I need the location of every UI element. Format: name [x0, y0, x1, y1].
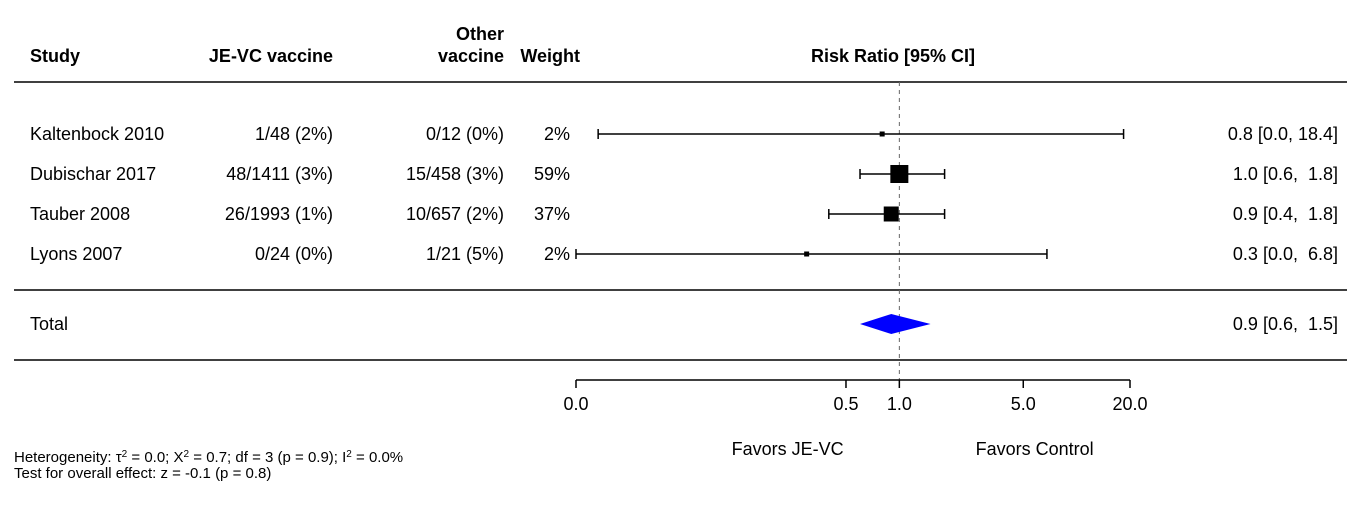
study-name: Lyons 2007	[30, 244, 122, 264]
header-jevc: JE-VC vaccine	[209, 46, 333, 66]
study-rr-text: 0.8 [0.0, 18.4]	[1228, 124, 1338, 144]
axis-tick-label: 1.0	[887, 394, 912, 414]
study-jevc: 48/1411 (3%)	[226, 164, 333, 184]
study-rr-text: 0.9 [0.4, 1.8]	[1233, 204, 1338, 224]
study-weight: 2%	[544, 124, 570, 144]
axis-tick-label-zero: 0.0	[563, 394, 588, 414]
total-diamond	[860, 314, 931, 334]
total-label: Total	[30, 314, 68, 334]
axis-tick-label: 20.0	[1112, 394, 1147, 414]
study-weight: 59%	[534, 164, 570, 184]
footnote-heterogeneity: Heterogeneity: τ2 = 0.0; Χ2 = 0.7; df = …	[14, 449, 403, 467]
study-jevc: 1/48 (2%)	[255, 124, 333, 144]
favors-right: Favors Control	[976, 439, 1094, 459]
header-other-line2: vaccine	[438, 46, 504, 66]
axis-tick-label: 5.0	[1011, 394, 1036, 414]
point-estimate-box	[890, 165, 908, 183]
study-other: 15/458 (3%)	[406, 164, 504, 184]
study-other: 0/12 (0%)	[426, 124, 504, 144]
study-weight: 2%	[544, 244, 570, 264]
favors-left: Favors JE-VC	[732, 439, 844, 459]
point-estimate-box	[804, 252, 809, 257]
study-jevc: 26/1993 (1%)	[225, 204, 333, 224]
header-study: Study	[30, 46, 80, 66]
footnote-overall: Test for overall effect: z = -0.1 (p = 0…	[14, 465, 271, 482]
header-other-line1: Other	[456, 24, 504, 44]
axis-tick-label: 0.5	[833, 394, 858, 414]
study-name: Tauber 2008	[30, 204, 130, 224]
study-jevc: 0/24 (0%)	[255, 244, 333, 264]
study-other: 1/21 (5%)	[426, 244, 504, 264]
header-weight: Weight	[520, 46, 580, 66]
study-name: Kaltenbock 2010	[30, 124, 164, 144]
point-estimate-box	[884, 207, 899, 222]
point-estimate-box	[880, 132, 885, 137]
header-risk-ratio: Risk Ratio [95% CI]	[811, 46, 975, 66]
total-rr-text: 0.9 [0.6, 1.5]	[1233, 314, 1338, 334]
study-other: 10/657 (2%)	[406, 204, 504, 224]
study-rr-text: 1.0 [0.6, 1.8]	[1233, 164, 1338, 184]
study-name: Dubischar 2017	[30, 164, 156, 184]
study-rr-text: 0.3 [0.0, 6.8]	[1233, 244, 1338, 264]
study-weight: 37%	[534, 204, 570, 224]
